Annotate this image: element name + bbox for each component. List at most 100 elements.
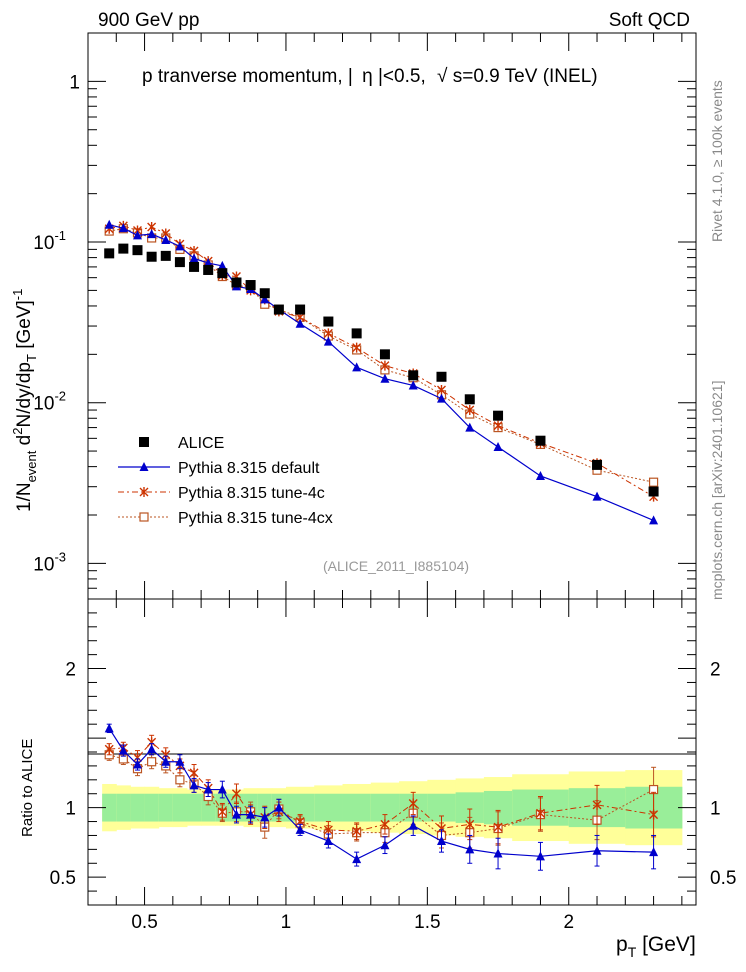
legend-label-tune4cx: Pythia 8.315 tune-4cx xyxy=(178,510,333,527)
main-point-default-2 xyxy=(132,230,142,240)
main-point-default-18 xyxy=(436,393,446,403)
x-tick-label-2: 1.5 xyxy=(414,912,440,933)
main-point-default-6 xyxy=(189,253,199,263)
main-point-alice-12 xyxy=(273,304,284,315)
ratio-point-default-4 xyxy=(161,756,171,766)
main-y-tick-label-1: 10-1 xyxy=(33,228,66,254)
xlabel-p: p xyxy=(616,933,628,956)
ratio-point-default-13 xyxy=(295,824,305,834)
ratio-point-default-1 xyxy=(118,745,128,755)
ratio-point-tune4c-20 xyxy=(493,822,503,833)
ratio-point-tune4c-23 xyxy=(649,809,659,820)
main-y-tick-base-3: 10 xyxy=(33,554,54,575)
main-plot-marks xyxy=(104,219,659,525)
main-point-default-7 xyxy=(203,258,213,268)
ylabel-part-2: d xyxy=(14,435,35,451)
main-point-tune4c-15 xyxy=(352,342,362,353)
ratio-frame xyxy=(87,598,697,906)
ratio-point-default-22 xyxy=(592,845,602,855)
main-point-default-8 xyxy=(217,260,227,270)
legend: ALICE Pythia 8.315 default Pythia 8.315 tu… xyxy=(118,435,333,527)
ratio-point-default-12 xyxy=(274,802,284,812)
ratio-point-tune4cx-3 xyxy=(147,757,157,767)
legend-marker-tune4c xyxy=(139,487,149,497)
main-point-alice-15 xyxy=(351,328,362,339)
xlabel-unit: [GeV] xyxy=(636,933,696,956)
ratio-point-default-16 xyxy=(380,840,390,850)
main-point-alice-5 xyxy=(174,257,185,268)
main-y-tick-label-0: 1 xyxy=(69,72,80,93)
ylabel-sub-t: T xyxy=(24,354,39,362)
ratio-point-default-9 xyxy=(231,809,241,819)
ylabel-part-6: [GeV] xyxy=(14,300,35,354)
ratio-point-tune4c-17 xyxy=(408,798,418,809)
ratio-point-default-17 xyxy=(408,820,418,830)
ratio-point-default-15 xyxy=(352,854,362,864)
ratio-point-default-2 xyxy=(132,759,142,769)
main-point-default-4 xyxy=(161,234,171,244)
main-point-alice-22 xyxy=(592,459,603,470)
ratio-band-inner-1 xyxy=(116,793,131,822)
ratio-point-default-10 xyxy=(246,809,256,819)
main-point-alice-20 xyxy=(493,410,504,421)
title-part-3: |<0.5, xyxy=(378,66,426,87)
main-point-alice-4 xyxy=(160,250,171,261)
main-panel: 110-110-210-3 p tranverse momentum, | η … xyxy=(10,32,697,600)
main-point-default-1 xyxy=(118,223,128,233)
ratio-point-tune4c-9 xyxy=(231,788,241,799)
ratio-y-tick-label-0: 0.5 xyxy=(50,868,76,889)
ratio-band-inner-15 xyxy=(342,793,372,822)
ratio-point-default-5 xyxy=(175,756,185,766)
main-point-alice-17 xyxy=(408,370,419,381)
main-point-tune4c-20 xyxy=(493,420,503,431)
main-point-alice-3 xyxy=(146,251,157,262)
main-y-tick-base-0: 1 xyxy=(69,72,80,93)
ratio-band-inner-4 xyxy=(158,793,174,822)
main-point-default-11 xyxy=(260,294,270,304)
main-point-alice-8 xyxy=(217,268,228,279)
main-point-alice-21 xyxy=(535,435,546,446)
legend-label-tune4c: Pythia 8.315 tune-4c xyxy=(178,485,325,502)
ratio-band-inner-14 xyxy=(314,793,344,822)
main-y-tick-exp-1: -1 xyxy=(54,228,66,243)
legend-marker-default xyxy=(139,462,149,471)
main-axis-ticks: 110-110-210-3 xyxy=(33,32,696,600)
ratio-band-inner-5 xyxy=(172,793,188,822)
header-left-label: 900 GeV pp xyxy=(98,10,199,31)
analysis-watermark: (ALICE_2011_I885104) xyxy=(323,558,469,574)
main-y-tick-base-1: 10 xyxy=(33,233,54,254)
main-point-alice-14 xyxy=(323,316,334,327)
ratio-line-default xyxy=(108,728,654,860)
ratio-y-axis-label: Ratio to ALICE xyxy=(19,739,36,837)
ratio-line-tune4cx xyxy=(109,754,654,836)
ratio-band-inner-2 xyxy=(130,793,146,822)
ylabel-sup-minus1: -1 xyxy=(10,289,25,301)
ratio-point-tune4c-6 xyxy=(189,767,199,778)
main-point-alice-0 xyxy=(104,248,115,259)
ylabel-part-0: 1/N xyxy=(14,482,35,512)
main-point-default-5 xyxy=(175,241,185,251)
main-point-default-16 xyxy=(380,373,390,383)
ratio-point-tune4c-21 xyxy=(535,808,545,819)
ratio-uncertainty-bands xyxy=(102,770,683,846)
main-point-alice-10 xyxy=(245,280,256,291)
ylabel-sub-event: event xyxy=(24,450,39,482)
ratio-plot-marks xyxy=(104,723,659,871)
legend-label-default: Pythia 8.315 default xyxy=(178,460,320,477)
main-title: p tranverse momentum, | η |<0.5, √ s=0.9… xyxy=(142,66,598,87)
main-point-default-13 xyxy=(295,318,305,328)
ratio-band-inner-0 xyxy=(102,793,117,822)
main-point-default-14 xyxy=(323,336,333,346)
ratio-point-tune4c-15 xyxy=(352,826,362,837)
legend-marker-alice xyxy=(139,437,149,447)
ratio-y-tick-label-right-0: 0.5 xyxy=(710,868,736,889)
ratio-point-default-0 xyxy=(104,723,114,733)
x-tick-label-3: 2 xyxy=(563,912,574,933)
main-y-tick-base-2: 10 xyxy=(33,394,54,415)
rivet-version-label: Rivet 4.1.0, ≥ 100k events xyxy=(709,80,725,242)
ratio-point-tune4c-19 xyxy=(465,819,475,830)
ratio-point-default-18 xyxy=(436,836,446,846)
ratio-point-default-23 xyxy=(649,847,659,857)
main-point-alice-2 xyxy=(132,245,143,256)
